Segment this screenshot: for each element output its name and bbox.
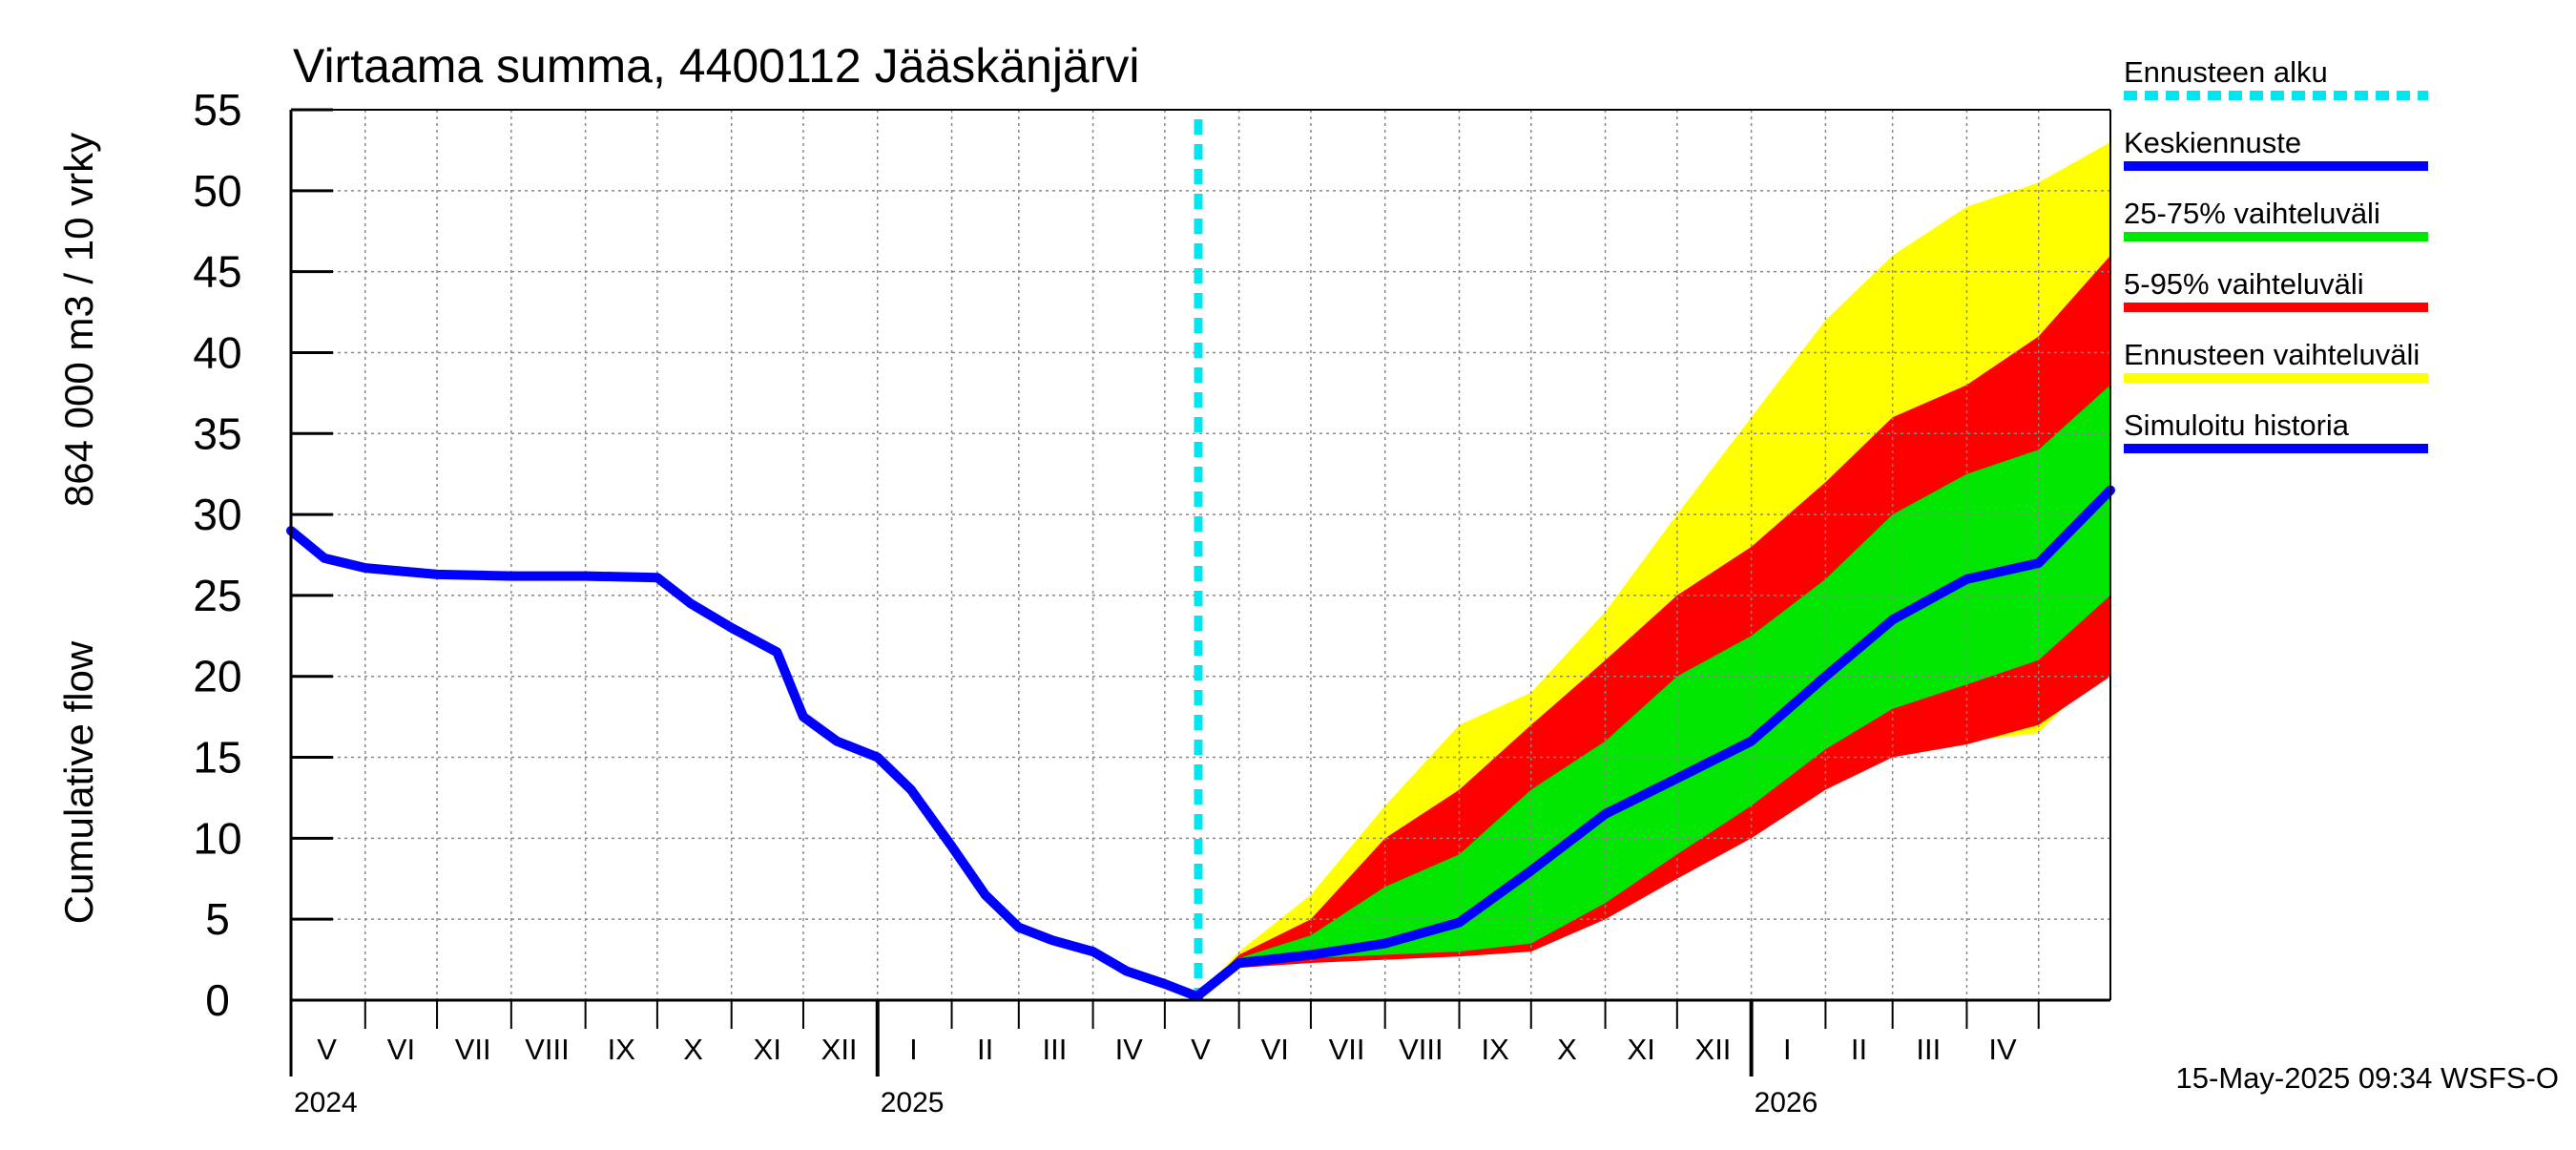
x-month-label: IV (1988, 1033, 2017, 1066)
x-month-label: V (1191, 1033, 1211, 1066)
x-month-label: I (909, 1033, 918, 1066)
x-month-label: XI (1628, 1033, 1655, 1066)
legend-label: Simuloitu historia (2124, 408, 2350, 442)
x-month-label: IX (1481, 1033, 1509, 1066)
legend-label: Keskiennuste (2124, 126, 2301, 159)
y-tick-label: 5 (205, 894, 230, 944)
y-tick-label: 55 (193, 85, 241, 135)
x-month-label: VIII (525, 1033, 570, 1066)
band-5-95-vaihteluv-li (1198, 255, 2110, 995)
x-month-label: X (1557, 1033, 1577, 1066)
y-tick-label: 25 (193, 571, 241, 620)
band-25-75-vaihteluv-li (1198, 385, 2110, 995)
axes (289, 108, 2111, 1077)
chart-title: Virtaama summa, 4400112 Jääskänjärvi (293, 39, 1140, 93)
x-month-label: II (977, 1033, 993, 1066)
y-tick-label: 0 (205, 975, 230, 1025)
x-month-label: XI (754, 1033, 781, 1066)
x-month-label: VI (387, 1033, 415, 1066)
y-axis-label-line-1: Cumulative flow (56, 640, 101, 924)
x-year-label: 2024 (294, 1087, 358, 1119)
legend-label: 25-75% vaihteluväli (2124, 197, 2380, 230)
chart-text: Virtaama summa, 4400112 Jääskänjärvi Cum… (56, 39, 2559, 1119)
y-tick-label: 45 (193, 247, 241, 297)
line-keskiennuste (1194, 485, 2115, 1000)
legend-label: Ennusteen alku (2124, 55, 2328, 89)
x-month-label: VI (1261, 1033, 1289, 1066)
x-year-label: 2025 (881, 1087, 945, 1119)
line-simuloitu-historia (286, 526, 1203, 1002)
y-tick-label: 40 (193, 327, 241, 377)
x-month-label: III (1916, 1033, 1941, 1066)
x-month-label: V (317, 1033, 337, 1066)
y-axis-label-line-2: 864 000 m3 / 10 vrky (56, 133, 101, 507)
y-tick-label: 15 (193, 733, 241, 783)
y-tick-label: 30 (193, 490, 241, 539)
x-month-label: IV (1115, 1033, 1144, 1066)
x-month-label: I (1783, 1033, 1792, 1066)
legend-label: Ennusteen vaihteluväli (2124, 338, 2420, 371)
x-month-label: XII (821, 1033, 858, 1066)
band-ennusteen-vaihteluv-li (1198, 141, 2110, 995)
legend: Ennusteen alku Keskiennuste 25-75% vaihtel… (2124, 55, 2428, 453)
x-month-label: IX (608, 1033, 636, 1066)
x-month-label: XII (1695, 1033, 1732, 1066)
forecast-bands (1198, 141, 2110, 995)
timestamp-footer: 15-May-2025 09:34 WSFS-O (2176, 1061, 2559, 1095)
x-month-label: VIII (1399, 1033, 1444, 1066)
x-year-label: 2026 (1755, 1087, 1818, 1119)
x-month-label: VII (455, 1033, 491, 1066)
series-lines (286, 119, 2115, 1002)
y-tick-label: 20 (193, 652, 241, 701)
legend-label: 5-95% vaihteluväli (2124, 267, 2364, 301)
x-month-label: II (1851, 1033, 1867, 1066)
y-tick-label: 35 (193, 408, 241, 458)
x-month-label: X (683, 1033, 703, 1066)
x-month-label: III (1043, 1033, 1068, 1066)
x-month-label: VII (1329, 1033, 1365, 1066)
y-tick-label: 50 (193, 166, 241, 216)
y-tick-label: 10 (193, 813, 241, 863)
